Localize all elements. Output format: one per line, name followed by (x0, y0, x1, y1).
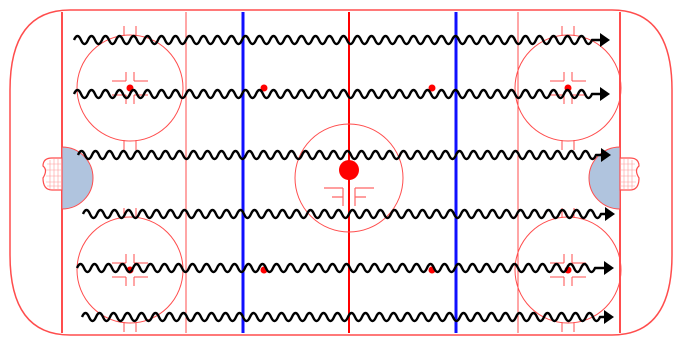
goal-net-left (42, 157, 63, 191)
goal-crease-right (588, 146, 621, 210)
faceoff-circle-top-left (76, 34, 184, 142)
neutral-dot-top-right (428, 84, 436, 92)
drill-wavy-path-3 (76, 149, 601, 161)
drill-arrowhead-3 (601, 148, 611, 162)
drill-wavy-path-5 (75, 262, 604, 274)
center-faceoff-circle (294, 123, 404, 233)
drill-wavy-path-2 (72, 88, 600, 100)
drill-wavy-path-6 (80, 311, 604, 323)
hash-marks-bottom-left (112, 254, 148, 286)
hash-marks-top-left (112, 72, 148, 104)
center-faceoff-dot (339, 160, 359, 180)
drill-arrowhead-2 (600, 87, 610, 101)
drill-arrowhead-6 (604, 310, 614, 324)
drill-wavy-path-1 (72, 34, 600, 46)
drill-paths (72, 33, 615, 324)
neutral-dot-top-left (260, 84, 268, 92)
drill-arrowhead-1 (600, 33, 610, 47)
goal-net-right (619, 157, 640, 191)
drill-arrowhead-4 (605, 207, 615, 221)
drill-arrowhead-5 (604, 261, 614, 275)
center-hash-marks (324, 187, 374, 206)
drill-wavy-path-4 (81, 208, 605, 220)
circle-ticks (123, 26, 575, 332)
goal-crease-left (61, 146, 94, 210)
